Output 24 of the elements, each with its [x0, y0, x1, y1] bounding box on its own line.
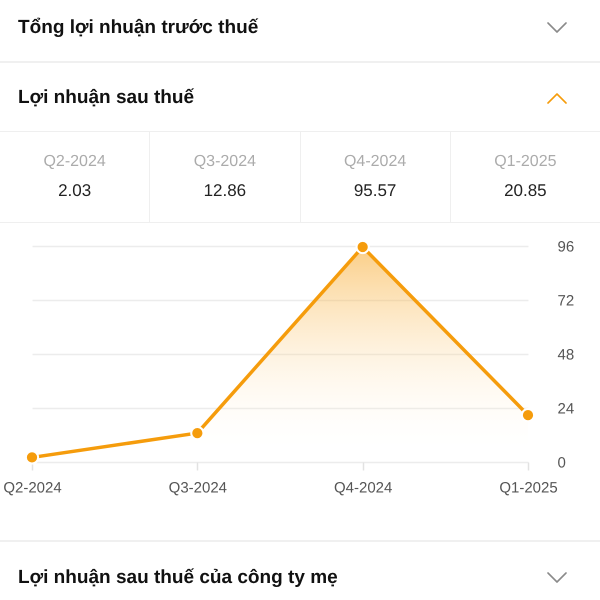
point — [24, 450, 40, 465]
text: Lợi nhuận sau thuế của công ty mẹ — [18, 566, 338, 590]
y-tick-label: 96 — [558, 238, 574, 256]
point — [520, 408, 536, 422]
x-tick-label: Q4-2024 — [334, 480, 392, 496]
data-label: 20.85 — [503, 180, 548, 202]
text: Tổng lợi nhuận trước thuế — [18, 16, 258, 40]
category-label: Q4-2024 — [344, 153, 406, 170]
category-label: Q3-2024 — [194, 153, 256, 170]
y-tick-label: 24 — [558, 400, 574, 418]
x-tick-label: Q3-2024 — [168, 480, 228, 496]
y-tick-label: 0 — [558, 454, 566, 472]
data-label: 2.03 — [57, 180, 92, 202]
x-tick-label: Q1-2025 — [499, 480, 558, 496]
data-label: 12.86 — [202, 180, 248, 202]
data-label: 95.57 — [352, 180, 398, 202]
y-tick-label: 72 — [558, 292, 574, 310]
x-tick-label: Q2-2024 — [3, 480, 62, 496]
y-tick-label: 48 — [558, 346, 574, 364]
point — [190, 426, 204, 440]
chart-title: Lợi nhuận sau thuế — [18, 86, 194, 110]
point — [356, 240, 370, 254]
category-label: Q2-2024 — [43, 153, 106, 170]
category-label: Q1-2025 — [494, 153, 556, 170]
